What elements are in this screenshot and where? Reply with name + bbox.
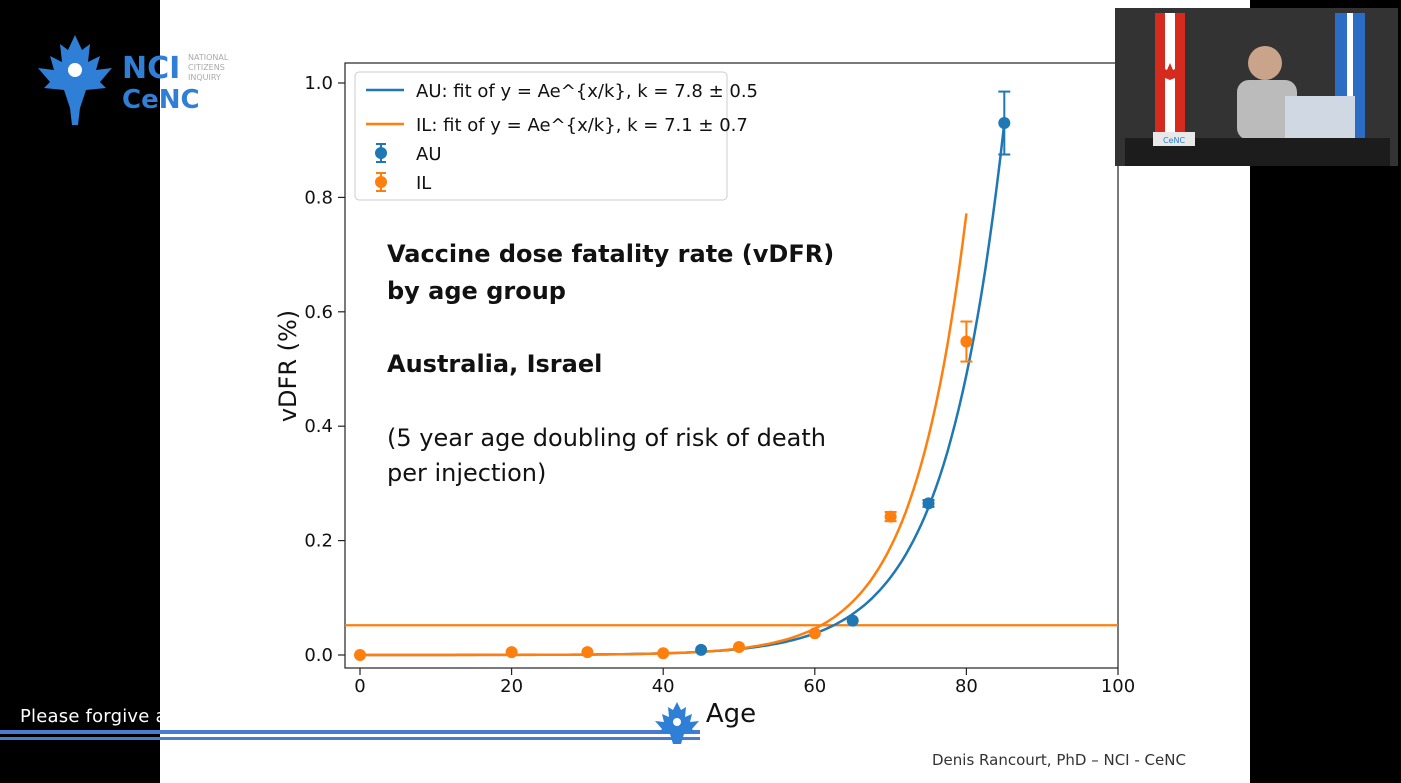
x-tick-label: 60 <box>803 676 826 697</box>
annotation-title-line2: by age group <box>387 277 566 305</box>
data-point-il <box>884 510 897 523</box>
data-point-au <box>846 614 859 627</box>
logo-text-cenc: CeNC <box>122 85 200 115</box>
legend-fit-au: AU: fit of y = Ae^{x/k}, k = 7.8 ± 0.5 <box>416 81 758 102</box>
y-tick-label: 0.0 <box>304 645 333 666</box>
x-axis-label: Age <box>706 699 756 729</box>
nameplate-text: CeNC <box>1163 136 1185 145</box>
logo-small-3: INQUIRY <box>188 73 221 82</box>
banner-maple-icon <box>655 702 699 744</box>
x-tick-label: 40 <box>652 676 675 697</box>
nci-cenc-logo: NCI CeNC NATIONAL CITIZENS INQUIRY <box>38 35 229 125</box>
annotation-title-line1: Vaccine dose fatality rate (vDFR) <box>387 240 834 268</box>
annotation-note-line1: (5 year age doubling of risk of death <box>387 424 826 452</box>
vdfr-chart: 0 20 40 60 80 100 0.0 0.2 0.4 0.6 0.8 1.0 Age vDFR … <box>274 62 1135 729</box>
annotation-note-line2: per injection) <box>387 459 546 487</box>
y-tick-label: 1.0 <box>304 73 333 94</box>
legend-marker-au <box>375 143 387 163</box>
data-point-au <box>695 643 708 656</box>
data-point-au <box>998 90 1011 156</box>
legend-label-il: IL <box>416 173 431 194</box>
legend-fit-il: IL: fit of y = Ae^{x/k}, k = 7.1 ± 0.7 <box>416 115 748 136</box>
logo-text-nci: NCI <box>122 51 180 86</box>
x-tick-label: 0 <box>354 676 365 697</box>
x-tick-label: 20 <box>500 676 523 697</box>
y-tick-label: 0.4 <box>304 416 333 437</box>
y-tick-label: 0.8 <box>304 187 333 208</box>
translation-banner-text: Please forgive any delays and bear with … <box>20 706 608 727</box>
logo-small-2: CITIZENS <box>188 63 225 72</box>
data-point-il <box>808 627 821 640</box>
data-point-il <box>733 640 745 653</box>
data-point-au <box>922 497 935 510</box>
plot-frame <box>344 62 1119 669</box>
translation-banner <box>0 702 700 744</box>
legend-marker-il <box>375 172 387 192</box>
slide-credit: Denis Rancourt, PhD – NCI - CeNC <box>932 751 1186 769</box>
annotation-countries: Australia, Israel <box>387 350 602 378</box>
data-point-il <box>657 647 670 660</box>
legend: AU: fit of y = Ae^{x/k}, k = 7.8 ± 0.5 I… <box>354 71 758 201</box>
data-point-il <box>581 646 594 659</box>
y-tick-label: 0.6 <box>304 302 333 323</box>
logo-small-1: NATIONAL <box>188 53 229 62</box>
legend-label-au: AU <box>416 144 442 165</box>
legend-box <box>354 71 728 201</box>
y-axis-label: vDFR (%) <box>274 310 302 422</box>
data-point-il <box>354 649 366 661</box>
fit-curve-au <box>360 122 1006 657</box>
data-point-il <box>960 320 973 363</box>
y-tick-label: 0.2 <box>304 531 333 552</box>
speaker-video-feed: CeNC <box>1115 8 1398 166</box>
x-tick-label: 80 <box>955 676 978 697</box>
x-tick-label: 100 <box>1101 676 1135 697</box>
data-point-il <box>505 646 518 659</box>
